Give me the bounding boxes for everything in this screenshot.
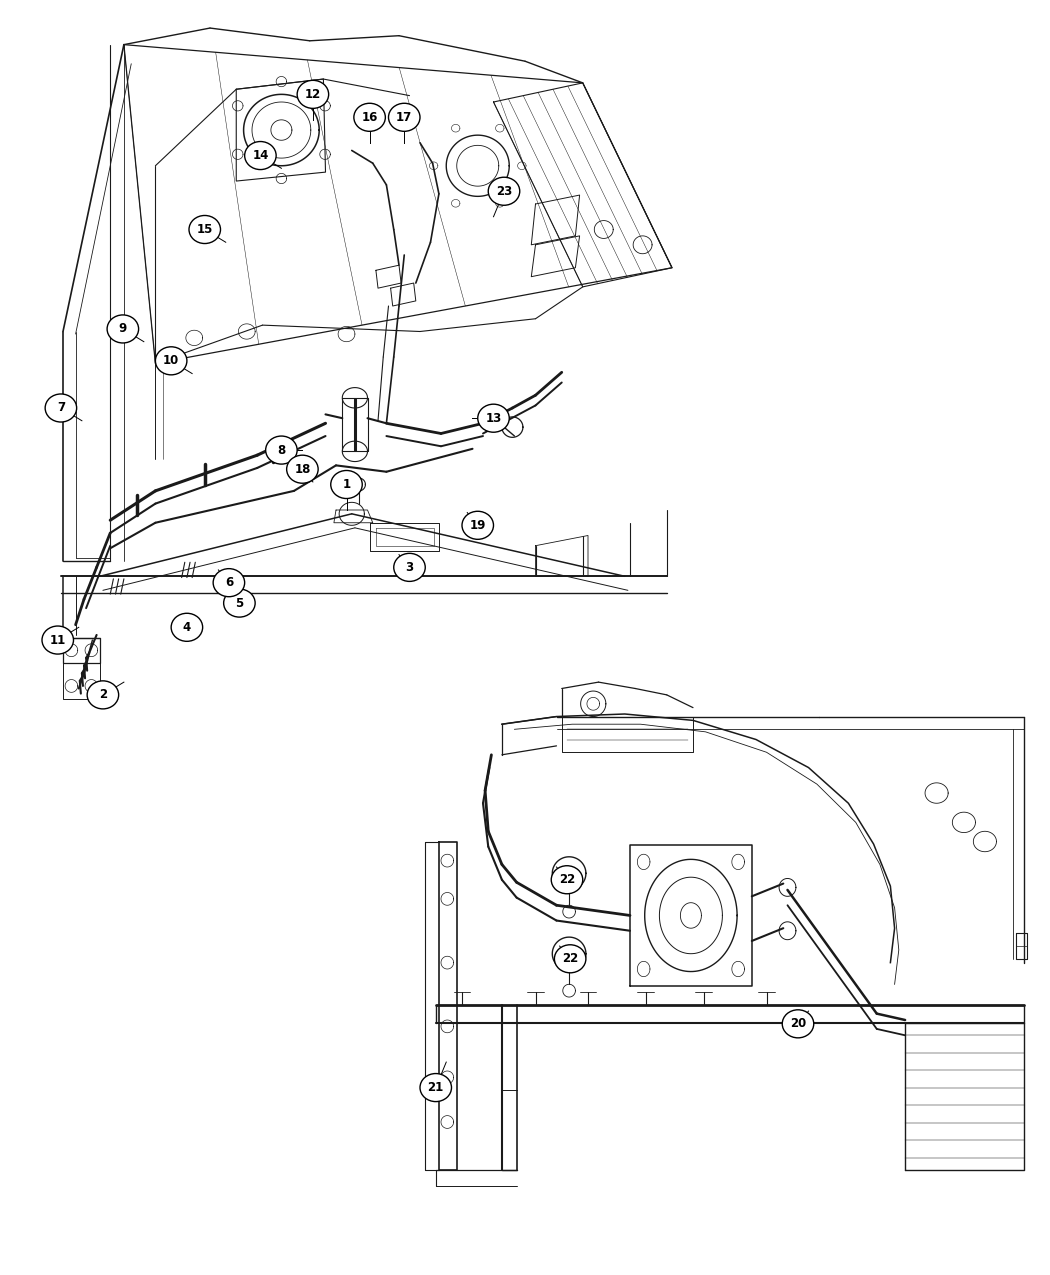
Text: 14: 14: [252, 149, 269, 162]
Text: 12: 12: [304, 88, 321, 101]
Text: 23: 23: [496, 185, 512, 198]
Ellipse shape: [107, 315, 139, 343]
Text: 18: 18: [294, 463, 311, 476]
Ellipse shape: [171, 613, 203, 641]
Ellipse shape: [394, 553, 425, 581]
Ellipse shape: [287, 455, 318, 483]
Text: 11: 11: [49, 634, 66, 646]
Ellipse shape: [189, 215, 220, 244]
Ellipse shape: [45, 394, 77, 422]
Ellipse shape: [213, 569, 245, 597]
Ellipse shape: [245, 142, 276, 170]
Ellipse shape: [554, 945, 586, 973]
Text: 7: 7: [57, 402, 65, 414]
Text: 8: 8: [277, 444, 286, 456]
Ellipse shape: [388, 103, 420, 131]
Text: 1: 1: [342, 478, 351, 491]
Text: 21: 21: [427, 1081, 444, 1094]
Ellipse shape: [354, 103, 385, 131]
Ellipse shape: [42, 626, 74, 654]
Ellipse shape: [462, 511, 493, 539]
Ellipse shape: [420, 1074, 451, 1102]
Text: 22: 22: [559, 873, 575, 886]
Text: 16: 16: [361, 111, 378, 124]
Ellipse shape: [782, 1010, 814, 1038]
Text: 22: 22: [562, 952, 579, 965]
Text: 2: 2: [99, 688, 107, 701]
Text: 13: 13: [485, 412, 502, 425]
Ellipse shape: [297, 80, 329, 108]
Text: 20: 20: [790, 1017, 806, 1030]
Text: 6: 6: [225, 576, 233, 589]
Text: 19: 19: [469, 519, 486, 532]
Text: 3: 3: [405, 561, 414, 574]
Text: 17: 17: [396, 111, 413, 124]
Text: 9: 9: [119, 323, 127, 335]
Text: 15: 15: [196, 223, 213, 236]
Ellipse shape: [478, 404, 509, 432]
Ellipse shape: [224, 589, 255, 617]
Ellipse shape: [331, 470, 362, 499]
Ellipse shape: [266, 436, 297, 464]
Ellipse shape: [87, 681, 119, 709]
Text: 5: 5: [235, 597, 244, 609]
Ellipse shape: [488, 177, 520, 205]
Ellipse shape: [551, 866, 583, 894]
Text: 4: 4: [183, 621, 191, 634]
Text: 10: 10: [163, 354, 180, 367]
Ellipse shape: [155, 347, 187, 375]
